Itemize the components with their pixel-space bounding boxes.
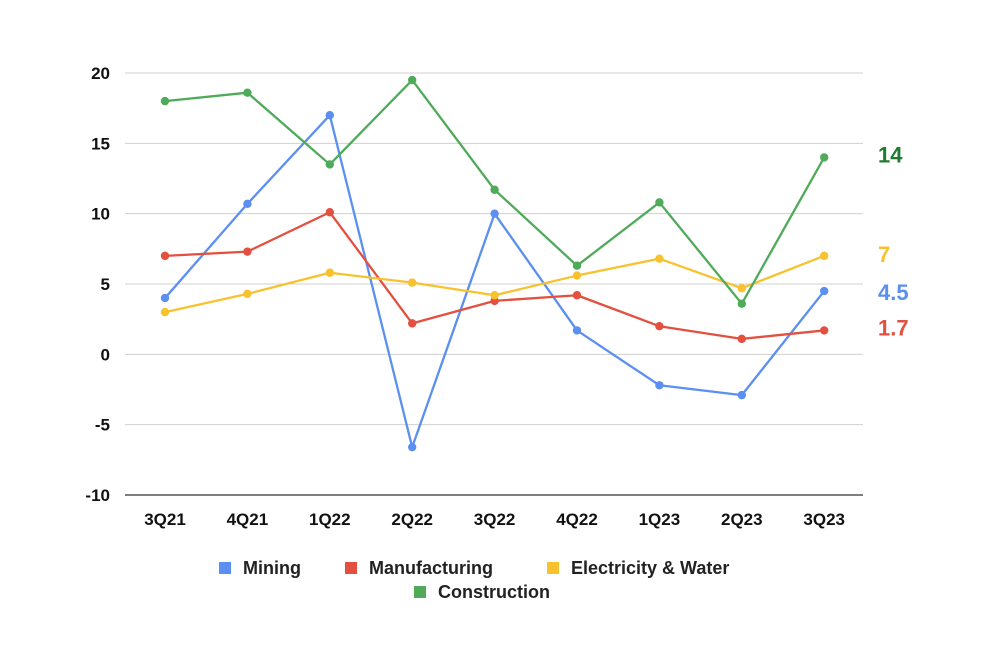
data-point [572, 291, 582, 300]
legend-label: Manufacturing [369, 558, 493, 578]
legend: Mining Manufacturing Electricity & Water Co… [219, 558, 729, 602]
legend-item-manufacturing: Manufacturing [345, 558, 493, 578]
y-tick-label: 15 [91, 134, 110, 153]
y-tick-label: 10 [91, 205, 110, 224]
data-point [655, 322, 664, 331]
legend-item-electricity-water: Electricity & Water [547, 558, 729, 578]
data-point [490, 185, 499, 194]
data-point [820, 153, 829, 162]
x-tick-label: 3Q23 [803, 510, 845, 529]
data-point [325, 208, 334, 217]
legend-item-construction: Construction [414, 582, 550, 602]
data-point [655, 381, 664, 390]
gridlines [125, 72, 863, 496]
data-point [572, 326, 582, 335]
series-mining [160, 111, 829, 452]
y-axis-ticks: 20 15 10 5 0 -5 -10 [85, 64, 110, 505]
data-point [160, 251, 170, 261]
x-tick-label: 3Q21 [144, 510, 186, 529]
data-point [408, 278, 417, 287]
series-line [164, 211, 825, 341]
end-label-mining: 4.5 [878, 280, 909, 305]
legend-swatch [345, 562, 357, 574]
data-point [655, 254, 664, 263]
x-axis-ticks: 3Q21 4Q21 1Q22 2Q22 3Q22 4Q22 1Q23 2Q23 3Q23 [144, 510, 845, 529]
x-tick-label: 4Q22 [556, 510, 598, 529]
data-point [820, 286, 829, 296]
y-tick-label: 20 [91, 64, 110, 83]
x-tick-label: 1Q22 [309, 510, 351, 529]
series-construction [160, 75, 829, 308]
data-point [160, 307, 170, 317]
data-point [243, 88, 252, 97]
x-tick-label: 2Q23 [721, 510, 763, 529]
data-point [325, 268, 334, 277]
data-point [572, 261, 582, 270]
data-point [160, 293, 170, 303]
legend-label: Construction [438, 582, 550, 602]
end-value-labels: 4.5 1.7 7 14 [878, 142, 909, 340]
y-tick-label: -5 [95, 416, 110, 435]
series-electricity-water [160, 251, 829, 317]
data-point [408, 319, 417, 328]
data-point [408, 75, 417, 85]
y-tick-label: 5 [101, 275, 110, 294]
data-point [737, 284, 746, 293]
data-point [820, 251, 829, 261]
data-point [820, 326, 829, 335]
legend-label: Electricity & Water [571, 558, 729, 578]
data-point [160, 96, 170, 106]
data-point [243, 289, 252, 299]
data-point [490, 209, 499, 218]
y-tick-label: 0 [101, 345, 110, 364]
y-tick-label: -10 [85, 486, 110, 505]
data-point [325, 111, 334, 120]
data-point [325, 160, 334, 169]
end-label-manufacturing: 1.7 [878, 315, 909, 340]
series-manufacturing [160, 208, 829, 344]
x-tick-label: 4Q21 [227, 510, 269, 529]
legend-item-mining: Mining [219, 558, 301, 578]
end-label-construction: 14 [878, 142, 903, 167]
data-point [737, 334, 746, 344]
legend-swatch [219, 562, 231, 574]
legend-swatch [547, 562, 559, 574]
end-label-electricity-water: 7 [878, 242, 890, 267]
legend-swatch [414, 586, 426, 598]
data-point [572, 271, 582, 280]
data-point [737, 390, 746, 400]
data-point [737, 299, 746, 308]
data-point [243, 247, 252, 256]
data-point [408, 442, 417, 452]
legend-label: Mining [243, 558, 301, 578]
data-point [490, 291, 499, 300]
x-tick-label: 1Q23 [639, 510, 681, 529]
series-lines [160, 75, 829, 452]
data-point [243, 199, 252, 209]
data-point [655, 198, 664, 207]
x-tick-label: 3Q22 [474, 510, 516, 529]
x-tick-label: 2Q22 [391, 510, 433, 529]
